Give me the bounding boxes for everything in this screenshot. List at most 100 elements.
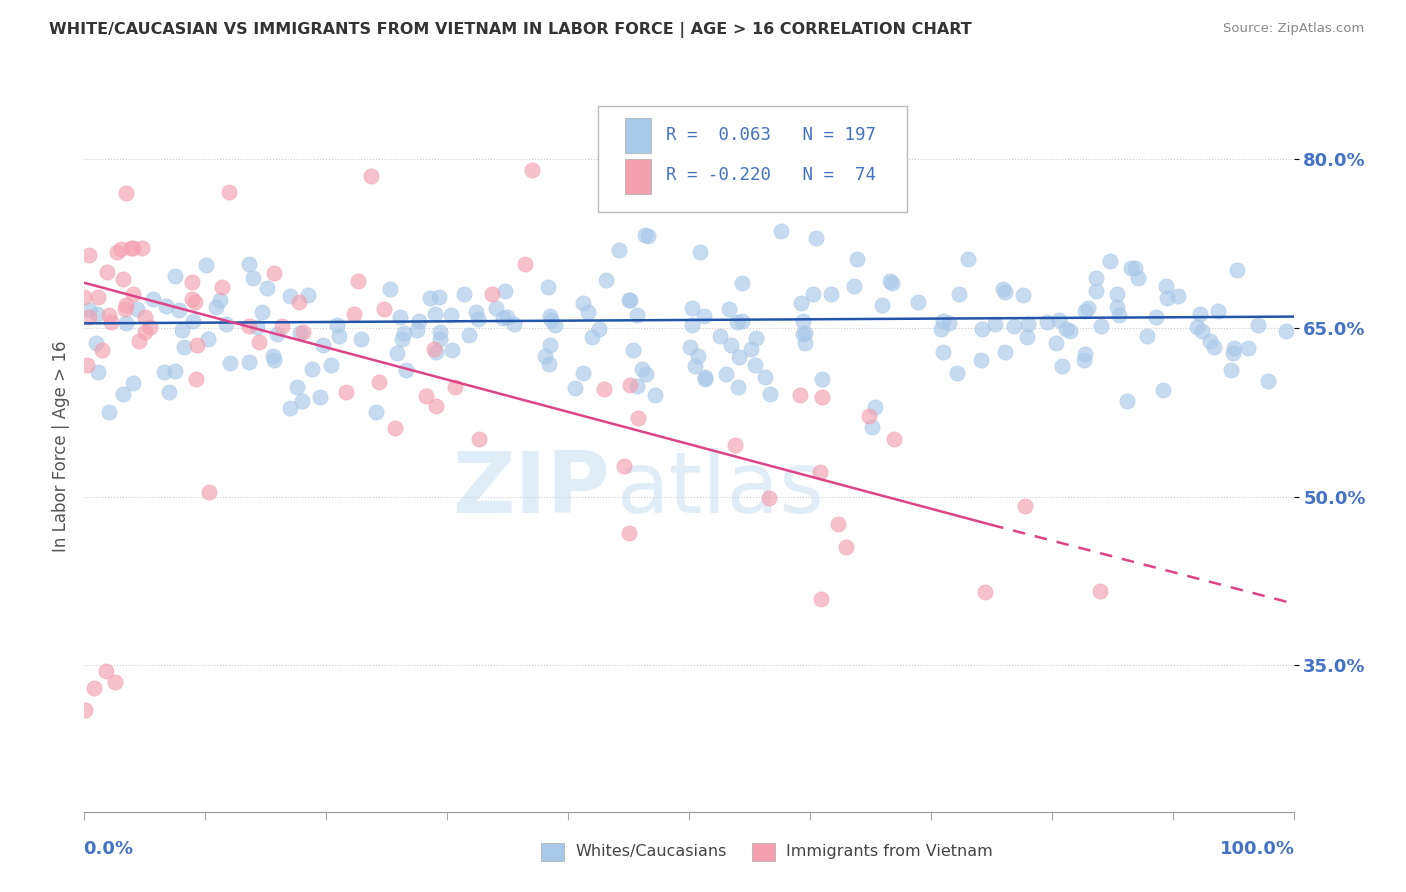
Point [121,241,143,255]
Point [870,298,893,312]
Point [754,369,776,384]
Point [485,301,508,316]
Point [1199,334,1222,348]
Point [467,312,489,326]
Point [204,300,226,314]
Point [427,290,450,304]
Point [263,267,285,281]
Point [1054,321,1077,335]
Point [932,344,955,359]
Point [180,292,202,306]
Point [793,335,815,350]
Text: atlas: atlas [616,449,824,532]
Point [1085,284,1108,298]
Point [804,231,827,245]
Text: ZIP: ZIP [453,449,610,532]
Point [1012,287,1035,301]
Point [572,295,595,310]
Point [1246,318,1268,333]
Point [1222,346,1244,360]
Point [1275,324,1298,338]
Point [879,275,901,289]
Point [1144,310,1167,324]
Point [238,355,260,369]
Point [114,298,136,312]
Point [291,394,314,409]
Point [991,282,1014,296]
Point [104,675,127,690]
Point [423,307,446,321]
Point [77,248,100,262]
Point [197,332,219,346]
Point [862,419,884,434]
Point [301,361,323,376]
Point [343,307,366,321]
Point [626,308,648,322]
Point [285,380,308,394]
Point [1059,325,1081,339]
Point [120,241,142,255]
Point [134,310,156,324]
Point [946,366,969,380]
Point [709,329,731,343]
Point [1107,287,1129,301]
Point [425,399,447,413]
Point [686,349,709,363]
Point [181,313,204,327]
Point [256,281,278,295]
Point [250,305,273,319]
Point [247,335,270,350]
Point [810,592,832,607]
Point [86,290,108,304]
Point [758,491,780,506]
Point [139,319,162,334]
Point [1167,288,1189,302]
Point [970,353,993,368]
Point [368,375,391,389]
Point [931,322,953,336]
Point [718,301,741,316]
Point [173,340,195,354]
Point [288,295,311,310]
Point [246,320,269,334]
Point [725,315,748,329]
Text: Source: ZipAtlas.com: Source: ZipAtlas.com [1223,22,1364,36]
Point [693,310,716,324]
Point [581,330,603,344]
Point [321,358,343,372]
Text: Immigrants from Vietnam: Immigrants from Vietnam [786,845,993,859]
Point [681,301,703,315]
Point [415,389,437,403]
Point [811,372,834,386]
Point [630,361,652,376]
Point [122,376,145,391]
Point [114,186,136,200]
Point [75,703,97,717]
Point [578,304,600,318]
Point [86,336,108,351]
Point [419,291,441,305]
Point [1105,300,1128,314]
Point [111,272,134,286]
Point [441,343,464,357]
Point [973,585,995,599]
Point [1074,304,1097,318]
Point [627,411,650,425]
Point [1050,359,1073,373]
Point [328,329,350,343]
Point [845,252,868,267]
Point [1226,262,1249,277]
Point [844,279,866,293]
Point [326,318,349,332]
Point [827,516,849,531]
Point [689,244,711,259]
Point [970,322,993,336]
Point [1219,363,1241,377]
Text: WHITE/CAUCASIAN VS IMMIGRANTS FROM VIETNAM IN LABOR FORCE | AGE > 16 CORRELATION: WHITE/CAUCASIAN VS IMMIGRANTS FROM VIETN… [49,22,972,38]
Point [153,365,176,379]
Point [564,380,586,394]
Point [617,293,640,308]
Point [538,309,561,323]
Point [1187,320,1209,334]
Point [1014,500,1036,514]
